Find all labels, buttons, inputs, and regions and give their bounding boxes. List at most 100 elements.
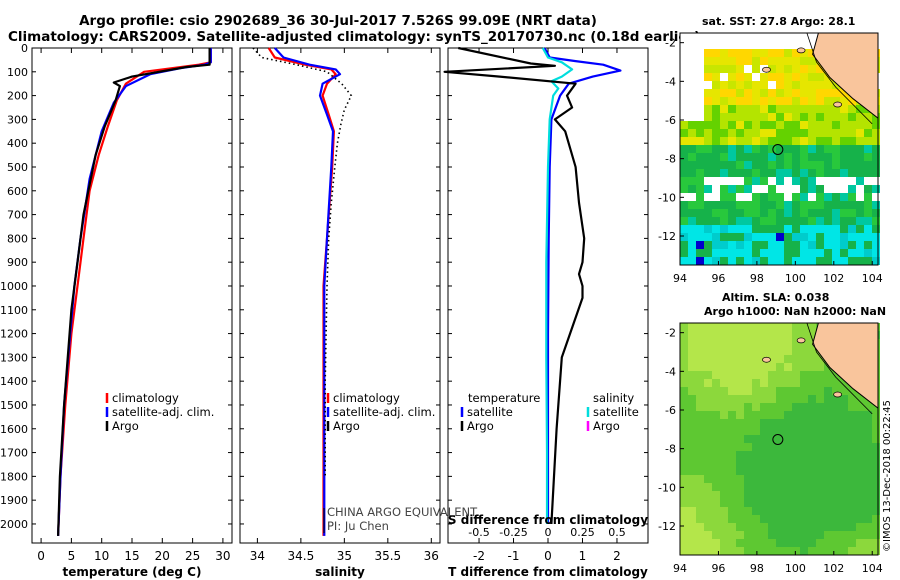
map-cell — [752, 97, 760, 105]
map-cell — [856, 483, 864, 491]
map-cell — [768, 209, 776, 217]
map-cell — [704, 233, 712, 241]
map-cell — [760, 105, 768, 113]
map-cell — [840, 475, 848, 483]
x-tick-label-0-5: 25 — [185, 549, 200, 563]
map-cell — [712, 539, 720, 547]
map-cell — [864, 435, 872, 443]
map-cell — [728, 507, 736, 515]
map-cell — [808, 113, 816, 121]
map-cell — [840, 427, 848, 435]
map-cell — [808, 225, 816, 233]
map-cell — [808, 65, 816, 73]
map-cell — [688, 459, 696, 467]
map-cell — [688, 137, 696, 145]
map-cell — [680, 419, 688, 427]
map-cell — [784, 233, 792, 241]
map-cell — [872, 483, 880, 491]
map-cell — [800, 427, 808, 435]
map-cell — [736, 113, 744, 121]
map-cell — [800, 451, 808, 459]
map-cell — [864, 129, 872, 137]
map-cell — [840, 435, 848, 443]
map-cell — [736, 331, 744, 339]
map-cell — [696, 435, 704, 443]
map-cell — [864, 499, 872, 507]
map-cell — [712, 177, 720, 185]
map-cell — [728, 121, 736, 129]
map-cell — [824, 475, 832, 483]
map-cell — [760, 233, 768, 241]
map-cell — [752, 105, 760, 113]
map-cell — [832, 475, 840, 483]
map-cell — [864, 185, 872, 193]
map-cell — [840, 395, 848, 403]
map-cell — [824, 137, 832, 145]
map-cell — [736, 57, 744, 65]
map-cell — [792, 185, 800, 193]
map-cell — [808, 387, 816, 395]
map-cell — [824, 539, 832, 547]
y-tick-label-11: 1100 — [0, 304, 28, 317]
map-cell — [688, 169, 696, 177]
map-cell — [720, 241, 728, 249]
map-cell — [792, 105, 800, 113]
map-cell — [752, 331, 760, 339]
map-cell — [744, 89, 752, 97]
map-cell — [744, 355, 752, 363]
map-cell — [696, 241, 704, 249]
diff-legend-sal-label-0: satellite — [593, 405, 639, 419]
x-tick-label-0-1: 5 — [68, 549, 76, 563]
sal-legend-label-2: Argo — [333, 419, 360, 433]
map-cell — [736, 105, 744, 113]
map-cell — [744, 113, 752, 121]
map-y-tick-label-3-5: -12 — [658, 230, 676, 243]
map-cell — [736, 435, 744, 443]
map-cell — [784, 491, 792, 499]
map-cell — [808, 427, 816, 435]
map-cell — [744, 323, 752, 331]
map-cell — [816, 515, 824, 523]
map-cell — [728, 531, 736, 539]
map-cell — [696, 185, 704, 193]
map-cell — [720, 547, 728, 555]
map-cell — [688, 419, 696, 427]
map-cell — [720, 403, 728, 411]
map-cell — [760, 483, 768, 491]
map-cell — [680, 331, 688, 339]
map-cell — [816, 411, 824, 419]
map-cell — [864, 121, 872, 129]
map-cell — [712, 241, 720, 249]
series-line-0-0 — [57, 48, 212, 536]
map-cell — [776, 499, 784, 507]
map-cell — [736, 49, 744, 57]
map-cell — [752, 443, 760, 451]
map-cell — [712, 451, 720, 459]
map-cell — [736, 419, 744, 427]
map-cell — [728, 209, 736, 217]
map-cell — [784, 523, 792, 531]
map-cell — [808, 443, 816, 451]
map-cell — [760, 531, 768, 539]
panel-frame-1 — [239, 47, 441, 544]
top-axis-label: S difference from climatology — [448, 513, 648, 527]
map-cell — [848, 105, 856, 113]
map-cell — [848, 419, 856, 427]
map-cell — [872, 411, 880, 419]
map-cell — [816, 161, 824, 169]
x-tick-label-1-1: 34.5 — [288, 549, 315, 563]
map-cell — [776, 105, 784, 113]
map-cell — [696, 507, 704, 515]
map-cell — [728, 105, 736, 113]
map-cell — [760, 161, 768, 169]
map-cell — [768, 193, 776, 201]
map-cell — [776, 507, 784, 515]
map-cell — [848, 427, 856, 435]
map-cell — [760, 419, 768, 427]
map-cell — [816, 145, 824, 153]
sla-map-title-line-2: Argo h1000: NaN h2000: NaN — [704, 305, 887, 318]
map-cell — [800, 395, 808, 403]
y-tick-label-5: 500 — [7, 161, 28, 174]
map-cell — [856, 451, 864, 459]
map-cell — [688, 435, 696, 443]
